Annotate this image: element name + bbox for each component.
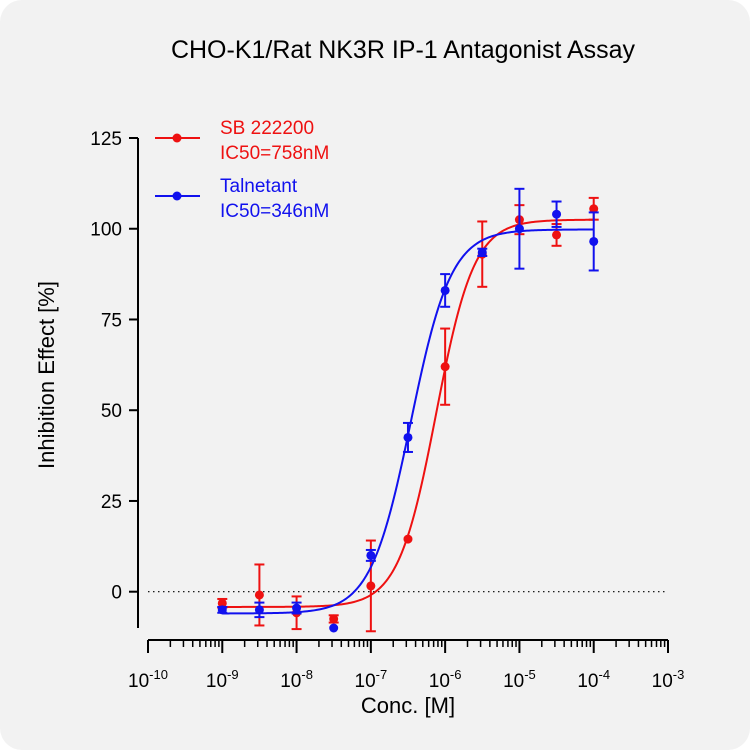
- x-axis-label: Conc. [M]: [361, 693, 455, 718]
- axes: 0 25 50 75 100 125 10-10 10-9 10-8 10-7 10-6 10-5 10…: [90, 129, 684, 692]
- y-tick-label: 50: [101, 401, 122, 422]
- data-point: [403, 534, 413, 544]
- x-tick-label: 10-8: [280, 667, 313, 692]
- data-point: [254, 605, 264, 615]
- plot-area: [148, 187, 668, 633]
- data-point: [477, 247, 487, 257]
- data-point: [514, 224, 524, 234]
- fit-curve: [222, 228, 594, 615]
- y-tick-label: 125: [90, 129, 122, 150]
- legend-marker: [172, 133, 182, 143]
- x-tick-label: 10-4: [577, 667, 610, 692]
- x-tick-label: 10-5: [503, 667, 536, 692]
- data-point: [366, 550, 376, 560]
- y-tick-label: 75: [101, 310, 122, 331]
- data-point: [552, 230, 562, 240]
- chart-title: CHO-K1/Rat NK3R IP-1 Antagonist Assay: [171, 36, 636, 64]
- y-tick-label: 100: [90, 220, 122, 241]
- data-point: [589, 204, 599, 214]
- series-1: [217, 187, 599, 633]
- legend-marker: [172, 191, 182, 201]
- data-point: [403, 432, 413, 442]
- y-tick-label: 0: [111, 583, 122, 604]
- data-point: [440, 362, 450, 372]
- legend-ic50: IC50=758nM: [220, 143, 329, 164]
- x-tick-label: 10-9: [206, 667, 239, 692]
- y-tick-label: 25: [101, 492, 122, 513]
- data-point: [254, 590, 264, 600]
- data-point: [217, 605, 227, 615]
- data-point: [292, 603, 302, 613]
- legend-series-name: Talnetant: [220, 176, 298, 197]
- fit-curve: [222, 218, 594, 608]
- legend-ic50: IC50=346nM: [220, 201, 329, 222]
- data-point: [217, 598, 227, 608]
- data-point: [329, 614, 339, 624]
- y-axis-label: Inhibition Effect [%]: [34, 281, 59, 469]
- data-point: [329, 623, 339, 633]
- data-point: [552, 209, 562, 219]
- x-tick-label: 10-7: [355, 667, 388, 692]
- x-tick-label: 10-10: [128, 667, 168, 692]
- legend-series-name: SB 222200: [220, 118, 314, 139]
- x-tick-label: 10-6: [429, 667, 462, 692]
- data-point: [589, 236, 599, 246]
- x-tick-label: 10-3: [652, 667, 685, 692]
- legend: SB 222200 IC50=758nM Talnetant IC50=346nM: [155, 118, 329, 222]
- data-point: [366, 581, 376, 591]
- series-0: [217, 196, 599, 633]
- data-point: [440, 285, 450, 295]
